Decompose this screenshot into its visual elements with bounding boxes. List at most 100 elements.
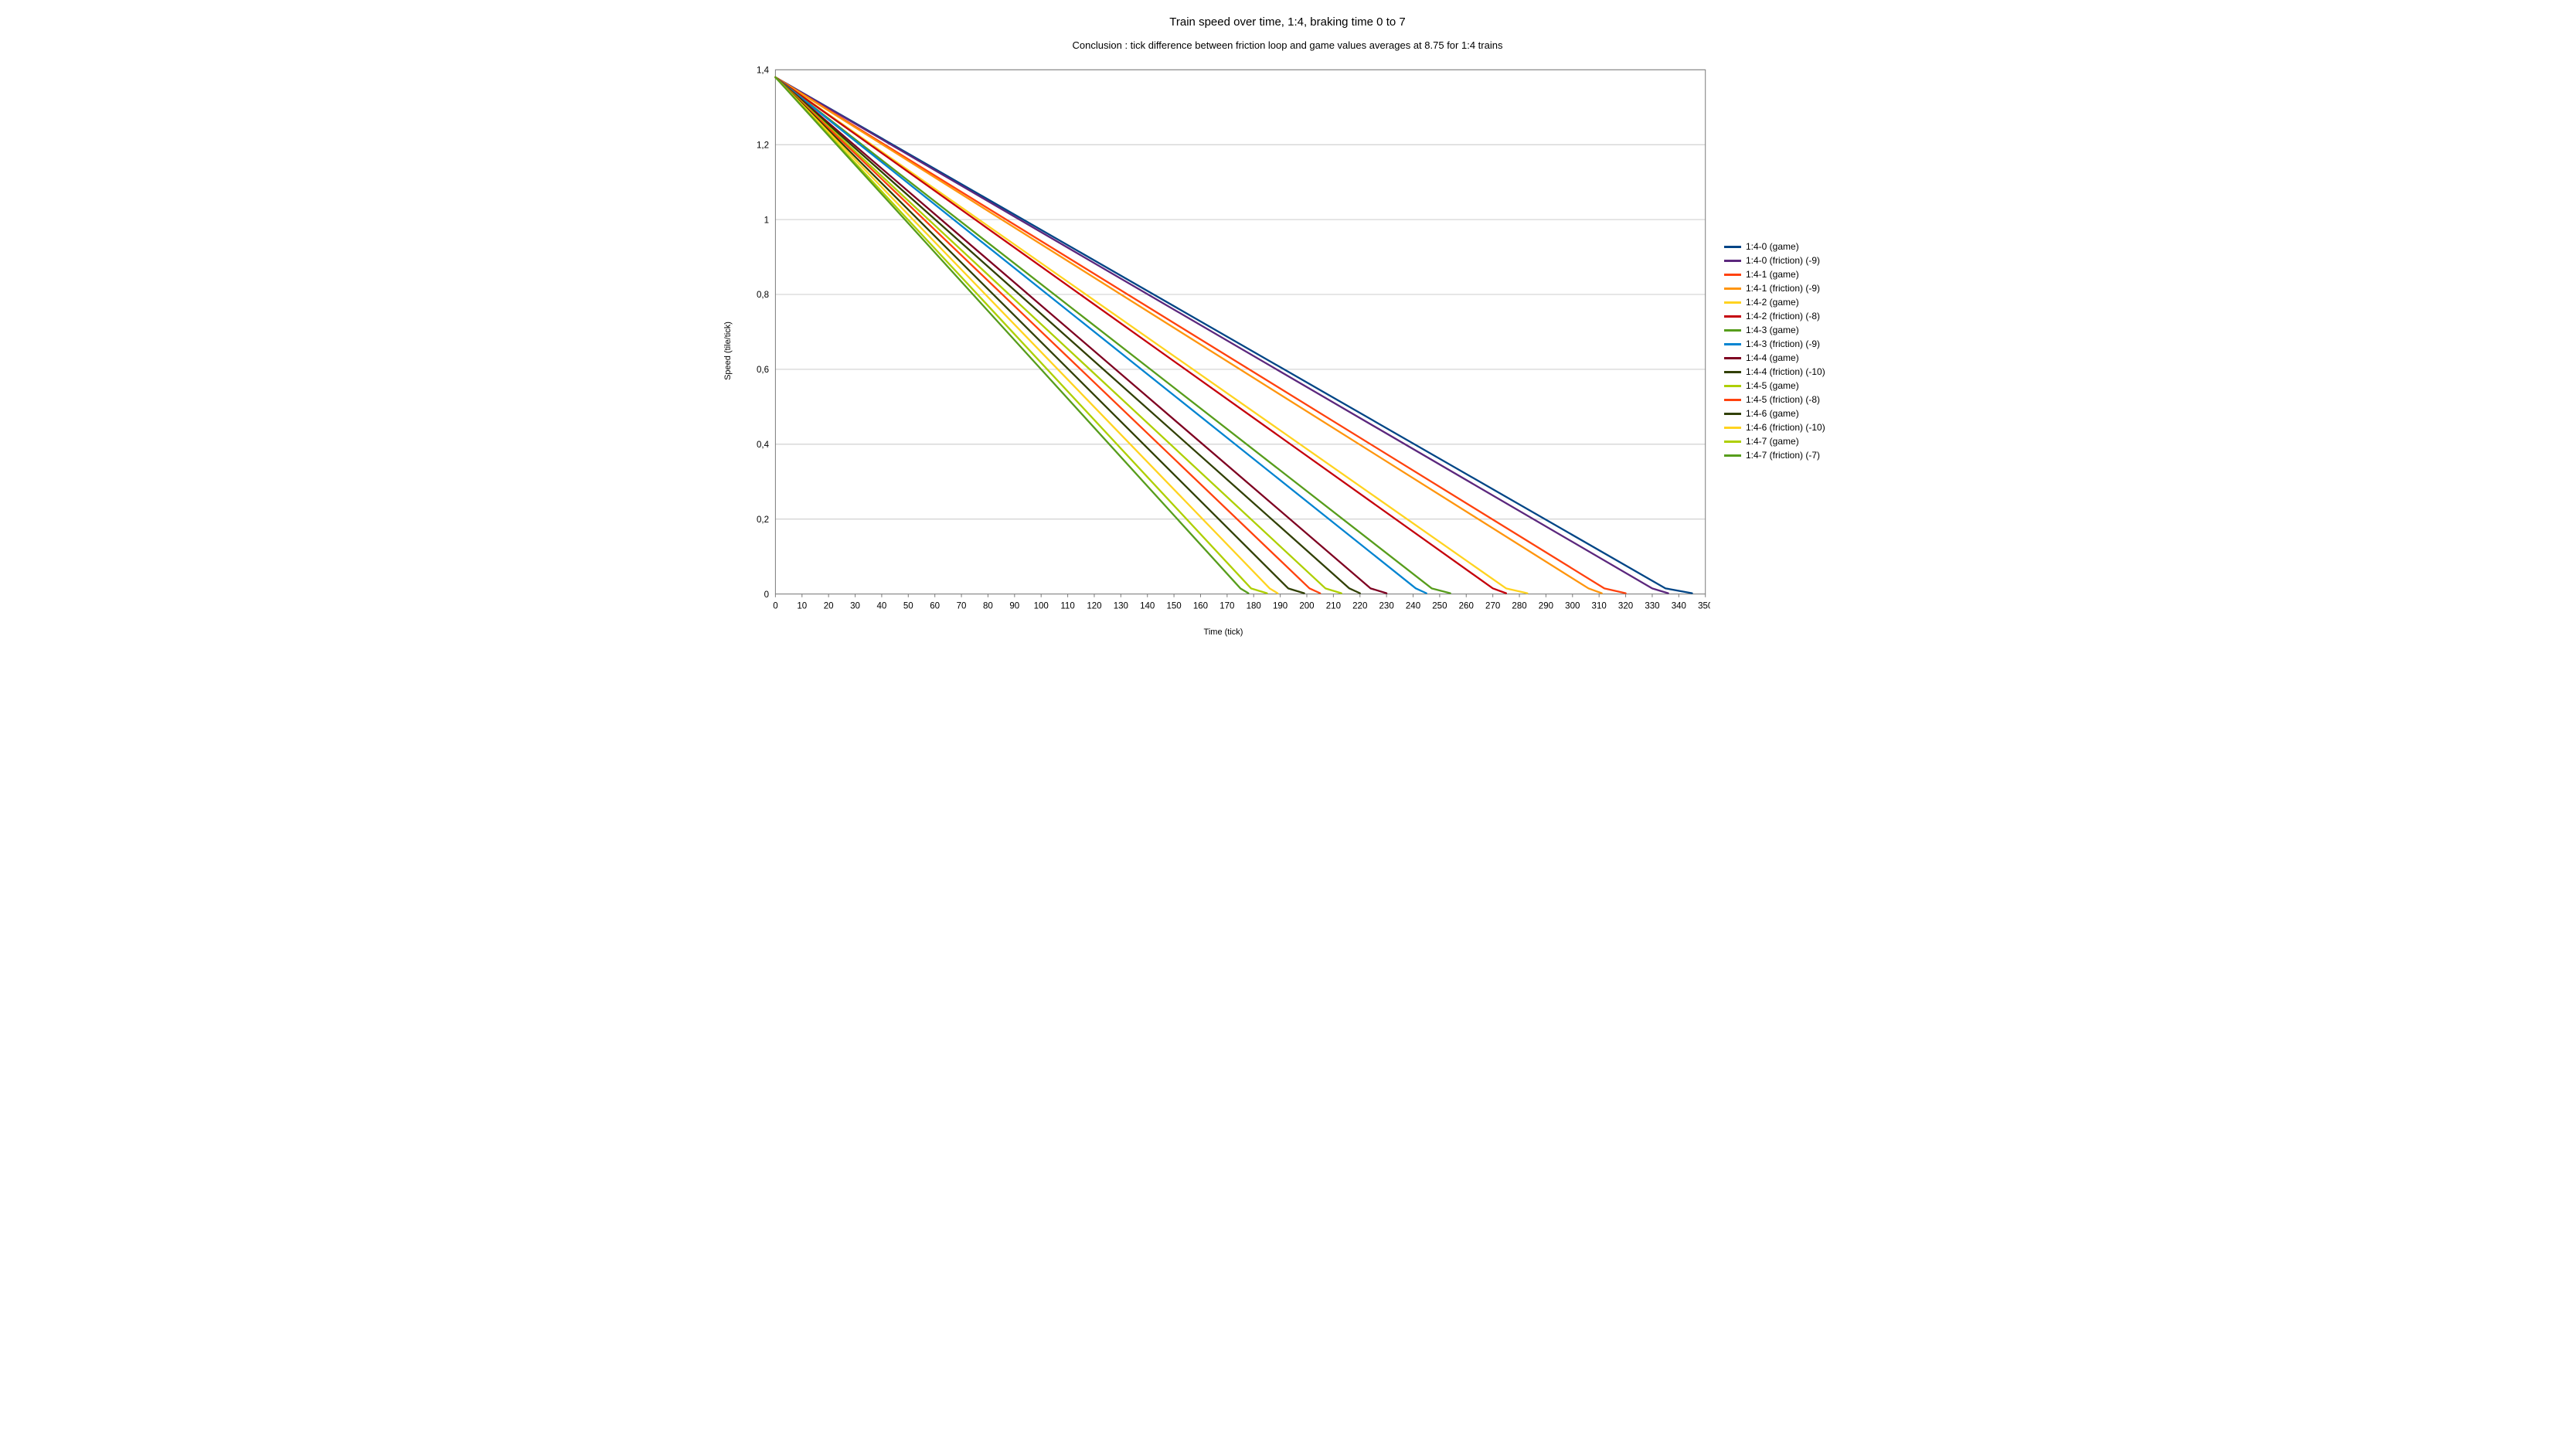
svg-text:40: 40 [877, 601, 887, 611]
legend-item: 1:4-2 (game) [1724, 297, 1856, 308]
svg-text:60: 60 [930, 601, 940, 611]
legend-swatch [1724, 385, 1741, 387]
svg-text:0,6: 0,6 [757, 366, 769, 375]
svg-text:0: 0 [764, 590, 769, 600]
svg-text:1,2: 1,2 [757, 141, 769, 150]
svg-text:330: 330 [1645, 601, 1659, 611]
svg-text:80: 80 [983, 601, 993, 611]
svg-text:140: 140 [1140, 601, 1155, 611]
legend-item: 1:4-7 (game) [1724, 436, 1856, 447]
svg-text:90: 90 [1009, 601, 1019, 611]
legend-swatch [1724, 260, 1741, 262]
svg-text:350: 350 [1698, 601, 1710, 611]
svg-text:290: 290 [1539, 601, 1553, 611]
legend-swatch [1724, 343, 1741, 345]
svg-text:230: 230 [1379, 601, 1394, 611]
svg-text:30: 30 [850, 601, 860, 611]
svg-text:10: 10 [797, 601, 807, 611]
svg-text:1,4: 1,4 [757, 66, 770, 76]
svg-text:210: 210 [1326, 601, 1341, 611]
x-axis-label: Time (tick) [736, 628, 1710, 637]
svg-text:100: 100 [1034, 601, 1049, 611]
legend-item: 1:4-6 (friction) (-10) [1724, 422, 1856, 433]
legend: 1:4-0 (game) 1:4-0 (friction) (-9) 1:4-1 (… [1710, 65, 1856, 637]
legend-label: 1:4-2 (game) [1746, 297, 1799, 308]
legend-swatch [1724, 329, 1741, 332]
legend-swatch [1724, 441, 1741, 443]
legend-item: 1:4-0 (game) [1724, 241, 1856, 252]
legend-label: 1:4-7 (game) [1746, 436, 1799, 447]
svg-text:130: 130 [1114, 601, 1128, 611]
legend-swatch [1724, 246, 1741, 248]
legend-item: 1:4-4 (friction) (-10) [1724, 366, 1856, 377]
legend-swatch [1724, 413, 1741, 415]
svg-text:70: 70 [957, 601, 967, 611]
svg-text:220: 220 [1352, 601, 1367, 611]
svg-text:300: 300 [1565, 601, 1580, 611]
legend-item: 1:4-2 (friction) (-8) [1724, 311, 1856, 321]
legend-label: 1:4-6 (game) [1746, 408, 1799, 419]
svg-text:20: 20 [824, 601, 834, 611]
legend-item: 1:4-1 (friction) (-9) [1724, 283, 1856, 294]
svg-text:160: 160 [1193, 601, 1208, 611]
legend-label: 1:4-0 (game) [1746, 241, 1799, 252]
legend-label: 1:4-5 (friction) (-8) [1746, 394, 1820, 405]
legend-label: 1:4-0 (friction) (-9) [1746, 255, 1820, 266]
legend-label: 1:4-7 (friction) (-7) [1746, 450, 1820, 461]
legend-label: 1:4-6 (friction) (-10) [1746, 422, 1825, 433]
svg-text:280: 280 [1512, 601, 1526, 611]
svg-text:250: 250 [1432, 601, 1447, 611]
svg-text:340: 340 [1672, 601, 1686, 611]
svg-text:0,4: 0,4 [757, 441, 770, 450]
svg-text:110: 110 [1060, 601, 1074, 611]
legend-label: 1:4-3 (game) [1746, 325, 1799, 335]
svg-text:190: 190 [1273, 601, 1288, 611]
legend-swatch [1724, 357, 1741, 359]
legend-swatch [1724, 315, 1741, 318]
legend-label: 1:4-1 (friction) (-9) [1746, 283, 1820, 294]
chart-svg: 0 0,2 0,4 0,6 0,8 1 1,2 1,4 0 10 20 30 40 50 60 70 80 90 1… [736, 65, 1710, 617]
svg-text:170: 170 [1219, 601, 1234, 611]
legend-item: 1:4-4 (game) [1724, 352, 1856, 363]
legend-label: 1:4-2 (friction) (-8) [1746, 311, 1820, 321]
svg-text:120: 120 [1087, 601, 1101, 611]
legend-swatch [1724, 274, 1741, 276]
chart-title: Train speed over time, 1:4, braking time… [719, 15, 1856, 29]
legend-item: 1:4-5 (friction) (-8) [1724, 394, 1856, 405]
legend-item: 1:4-7 (friction) (-7) [1724, 450, 1856, 461]
y-axis-label: Speed (tile/tick) [723, 321, 733, 380]
legend-swatch [1724, 287, 1741, 290]
legend-item: 1:4-0 (friction) (-9) [1724, 255, 1856, 266]
legend-swatch [1724, 427, 1741, 429]
legend-item: 1:4-3 (friction) (-9) [1724, 338, 1856, 349]
legend-label: 1:4-3 (friction) (-9) [1746, 338, 1820, 349]
svg-text:150: 150 [1166, 601, 1181, 611]
legend-label: 1:4-1 (game) [1746, 269, 1799, 280]
legend-item: 1:4-3 (game) [1724, 325, 1856, 335]
legend-label: 1:4-4 (game) [1746, 352, 1799, 363]
legend-item: 1:4-1 (game) [1724, 269, 1856, 280]
chart-container: Train speed over time, 1:4, braking time… [719, 15, 1856, 637]
svg-text:0,2: 0,2 [757, 515, 769, 525]
svg-text:50: 50 [903, 601, 913, 611]
legend-swatch [1724, 371, 1741, 373]
legend-swatch [1724, 454, 1741, 457]
legend-item: 1:4-6 (game) [1724, 408, 1856, 419]
svg-text:1: 1 [764, 216, 769, 225]
chart-subtitle: Conclusion : tick difference between fri… [719, 39, 1856, 51]
svg-text:240: 240 [1406, 601, 1420, 611]
svg-text:310: 310 [1592, 601, 1607, 611]
legend-label: 1:4-4 (friction) (-10) [1746, 366, 1825, 377]
svg-text:180: 180 [1247, 601, 1261, 611]
svg-text:270: 270 [1485, 601, 1500, 611]
legend-swatch [1724, 399, 1741, 401]
legend-swatch [1724, 301, 1741, 304]
svg-text:0: 0 [773, 601, 777, 611]
svg-text:200: 200 [1299, 601, 1314, 611]
svg-text:320: 320 [1618, 601, 1633, 611]
legend-item: 1:4-5 (game) [1724, 380, 1856, 391]
legend-label: 1:4-5 (game) [1746, 380, 1799, 391]
svg-text:260: 260 [1459, 601, 1474, 611]
svg-text:0,8: 0,8 [757, 291, 769, 300]
plot-area: 0 0,2 0,4 0,6 0,8 1 1,2 1,4 0 10 20 30 40 50 60 70 80 90 1… [736, 65, 1710, 637]
